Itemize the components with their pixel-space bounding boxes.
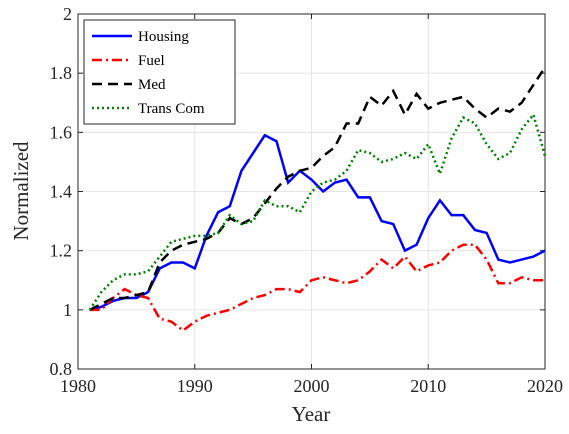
y-tick-label: 1 <box>63 300 72 320</box>
legend-label: Housing <box>138 29 189 45</box>
line-series <box>89 243 545 333</box>
plot-frame <box>77 13 546 370</box>
line-series <box>89 66 547 311</box>
legend-label: Trans Com <box>138 101 205 117</box>
line-series <box>88 111 547 311</box>
x-tick-label: 2010 <box>410 376 446 396</box>
legend-label: Fuel <box>138 53 165 69</box>
legend-box <box>83 19 236 125</box>
y-tick-label: 2 <box>63 4 72 24</box>
y-tick-label: 1.4 <box>50 182 73 202</box>
y-axis-label: Normalized <box>9 141 33 241</box>
x-tick-label: 2020 <box>527 376 563 396</box>
y-tick-label: 1.8 <box>50 63 73 83</box>
y-tick-label: 0.8 <box>50 359 73 379</box>
y-tick-label: 1.6 <box>50 122 73 142</box>
y-tick-label: 1.2 <box>50 241 73 261</box>
x-tick-label: 2000 <box>294 376 330 396</box>
legend-label: Med <box>138 77 166 93</box>
x-tick-label: 1980 <box>60 376 96 396</box>
x-axis-label: Year <box>292 402 331 426</box>
x-tick-label: 1990 <box>177 376 213 396</box>
